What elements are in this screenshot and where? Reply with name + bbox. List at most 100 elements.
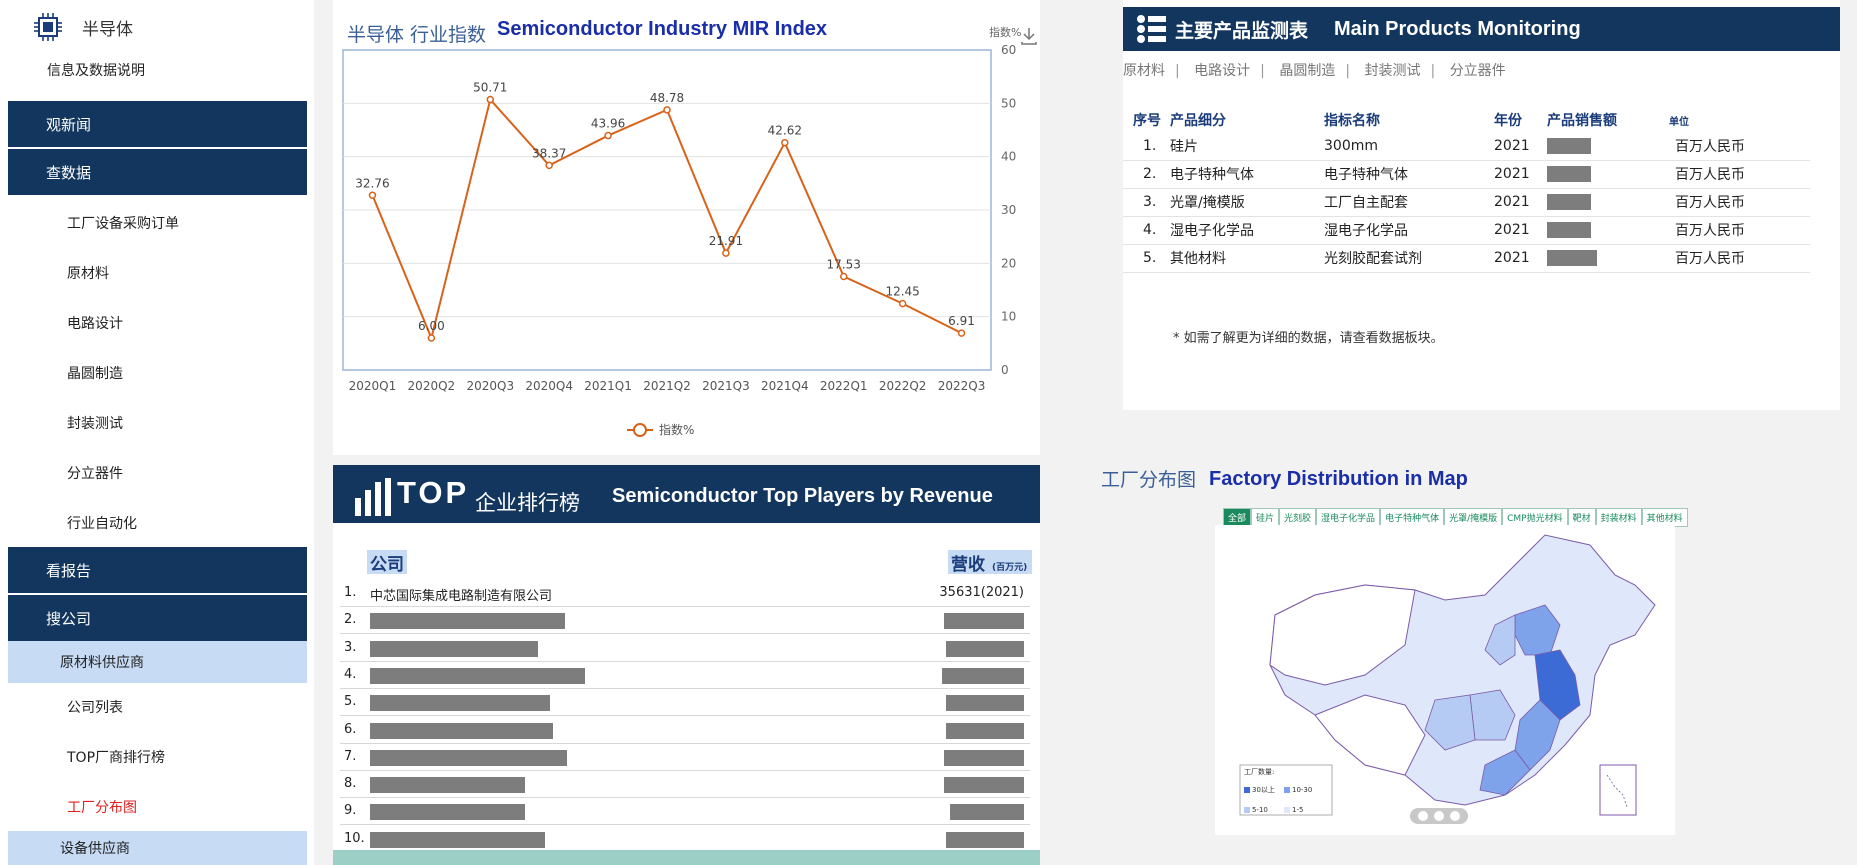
company-revenue: 35631(2021) (939, 585, 1024, 600)
section-data[interactable]: 查数据 (8, 149, 307, 195)
map-tab[interactable]: 湿电子化学品 (1316, 508, 1381, 527)
map-title-en: Factory Distribution in Map (1209, 468, 1468, 490)
sidebar-header: 半导体 (32, 12, 133, 42)
legend-item: 10-30 (1284, 786, 1324, 794)
cell-sales (1547, 160, 1669, 189)
chip-icon (34, 13, 62, 41)
data-label: 48.78 (650, 91, 684, 105)
legend-swatch (1284, 787, 1290, 793)
series-line (371, 97, 962, 342)
sidebar-item-circuit-design[interactable]: 电路设计 (67, 316, 123, 332)
x-tick-label: 2021Q4 (761, 379, 809, 393)
map-pagination-dots[interactable] (1410, 808, 1468, 824)
cell-product: 光罩/掩模版 (1170, 188, 1324, 217)
cell-no: 2. (1123, 160, 1170, 189)
data-point (781, 138, 789, 147)
data-point (722, 249, 730, 257)
list-item[interactable]: 8. (340, 771, 1030, 799)
data-label: 6.91 (948, 314, 975, 328)
col-year: 年份 (1494, 113, 1522, 129)
list-item[interactable]: 10. (340, 826, 1030, 853)
data-label: 38.37 (532, 146, 566, 160)
tab-materials[interactable]: 原材料 (1123, 63, 1165, 79)
section-companies[interactable]: 搜公司 (8, 595, 307, 641)
redacted-revenue (944, 777, 1024, 794)
list-item[interactable]: 9. (340, 798, 1030, 826)
section-reports[interactable]: 看报告 (8, 547, 307, 593)
x-tick-label: 2020Q1 (349, 379, 397, 393)
sidebar-item-discrete[interactable]: 分立器件 (67, 466, 123, 482)
redacted-company (370, 722, 553, 739)
list-item[interactable]: 3. (340, 635, 1030, 662)
legend-item: 5-10 (1244, 806, 1284, 814)
sidebar-item-materials[interactable]: 原材料 (67, 266, 109, 282)
redacted-value (1547, 194, 1591, 210)
list-item[interactable]: 7. (340, 744, 1030, 771)
redacted-value (1547, 137, 1591, 154)
y-tick-label: 60 (1001, 43, 1016, 57)
list-item[interactable]: 2. (340, 607, 1030, 635)
company-name[interactable]: 中芯国际集成电路制造有限公司 (370, 589, 553, 604)
data-point (427, 334, 436, 342)
table-row: 4. 湿电子化学品 湿电子化学品 2021 百万人民币 (1123, 216, 1810, 245)
top-players-header: TOP 企业排行榜 Semiconductor Top Players by R… (333, 465, 1040, 523)
x-tick-label: 2022Q3 (938, 379, 986, 393)
redacted-value (1547, 250, 1597, 266)
main-products-tabs: 原材料 | 电路设计 | 晶圆制造 | 封装测试 | 分立器件 (1123, 63, 1506, 79)
map-tab[interactable]: 电子特种气体 (1380, 508, 1445, 527)
sidebar-item-packaging[interactable]: 封装测试 (67, 416, 123, 432)
list-item[interactable]: 1. 中芯国际集成电路制造有限公司 35631(2021) (340, 580, 1030, 607)
cell-year: 2021 (1494, 132, 1547, 161)
section-news[interactable]: 观新闻 (8, 101, 307, 147)
list-item[interactable]: 4. (340, 662, 1030, 689)
cell-sales (1547, 244, 1669, 273)
rank-number: 2. (344, 612, 357, 628)
sidebar-item-wafer[interactable]: 晶圆制造 (67, 366, 123, 382)
legend-label: 30以上 (1252, 786, 1275, 794)
col-revenue-unit: (百万元) (992, 563, 1028, 573)
y-axis-label: 指数% (989, 25, 1021, 39)
sidebar-sub-material-suppliers[interactable]: 原材料供应商 (8, 641, 307, 683)
redacted-company (370, 777, 525, 794)
map-legend: 30以上 10-30 5-10 1-5 (1244, 778, 1329, 817)
y-tick-label: 10 (1001, 310, 1016, 324)
main-products-note: * 如需了解更为详细的数据，请查看数据板块。 (1173, 331, 1444, 346)
cell-product: 湿电子化学品 (1170, 216, 1324, 245)
sidebar-item-factory-orders[interactable]: 工厂设备采购订单 (67, 216, 179, 232)
cell-product: 硅片 (1170, 132, 1324, 161)
tab-wafer[interactable]: 晶圆制造 (1279, 63, 1336, 79)
data-label: 50.71 (473, 81, 507, 95)
cell-indicator: 湿电子化学品 (1324, 216, 1494, 245)
cell-unit: 百万人民币 (1669, 244, 1810, 273)
tab-discrete[interactable]: 分立器件 (1449, 63, 1506, 79)
legend-swatch (1284, 807, 1290, 813)
sidebar-sub-equipment-suppliers[interactable]: 设备供应商 (8, 831, 307, 865)
redacted-revenue (944, 749, 1024, 766)
data-point (663, 106, 671, 114)
y-tick-label: 30 (1001, 203, 1016, 217)
list-item[interactable]: 5. (340, 689, 1030, 717)
x-tick-label: 2020Q2 (408, 379, 456, 393)
scroll-footer-bar (333, 850, 1040, 865)
legend-swatch (1244, 807, 1250, 813)
download-icon[interactable] (1020, 26, 1038, 46)
rank-number: 7. (344, 748, 357, 764)
china-map (1215, 525, 1675, 835)
list-item[interactable]: 6. (340, 717, 1030, 744)
tab-packaging[interactable]: 封装测试 (1364, 63, 1421, 79)
info-link[interactable]: 信息及数据说明 (47, 63, 145, 79)
sidebar-item-factory-map[interactable]: 工厂分布图 (67, 800, 137, 816)
table-row: 3. 光罩/掩模版 工厂自主配套 2021 百万人民币 (1123, 188, 1810, 217)
rank-number: 1. (344, 585, 357, 600)
redacted-revenue (946, 722, 1024, 739)
redacted-company (370, 831, 545, 848)
tab-circuit-design[interactable]: 电路设计 (1194, 63, 1251, 79)
rank-number: 9. (344, 803, 357, 819)
data-point (368, 191, 377, 200)
sidebar-item-company-list[interactable]: 公司列表 (67, 700, 123, 716)
sidebar-item-top-ranking[interactable]: TOP厂商排行榜 (67, 750, 166, 766)
col-no: 序号 (1133, 113, 1161, 129)
legend-label: 1-5 (1292, 806, 1304, 814)
data-label: 43.96 (591, 117, 625, 131)
sidebar-item-automation[interactable]: 行业自动化 (67, 516, 137, 532)
